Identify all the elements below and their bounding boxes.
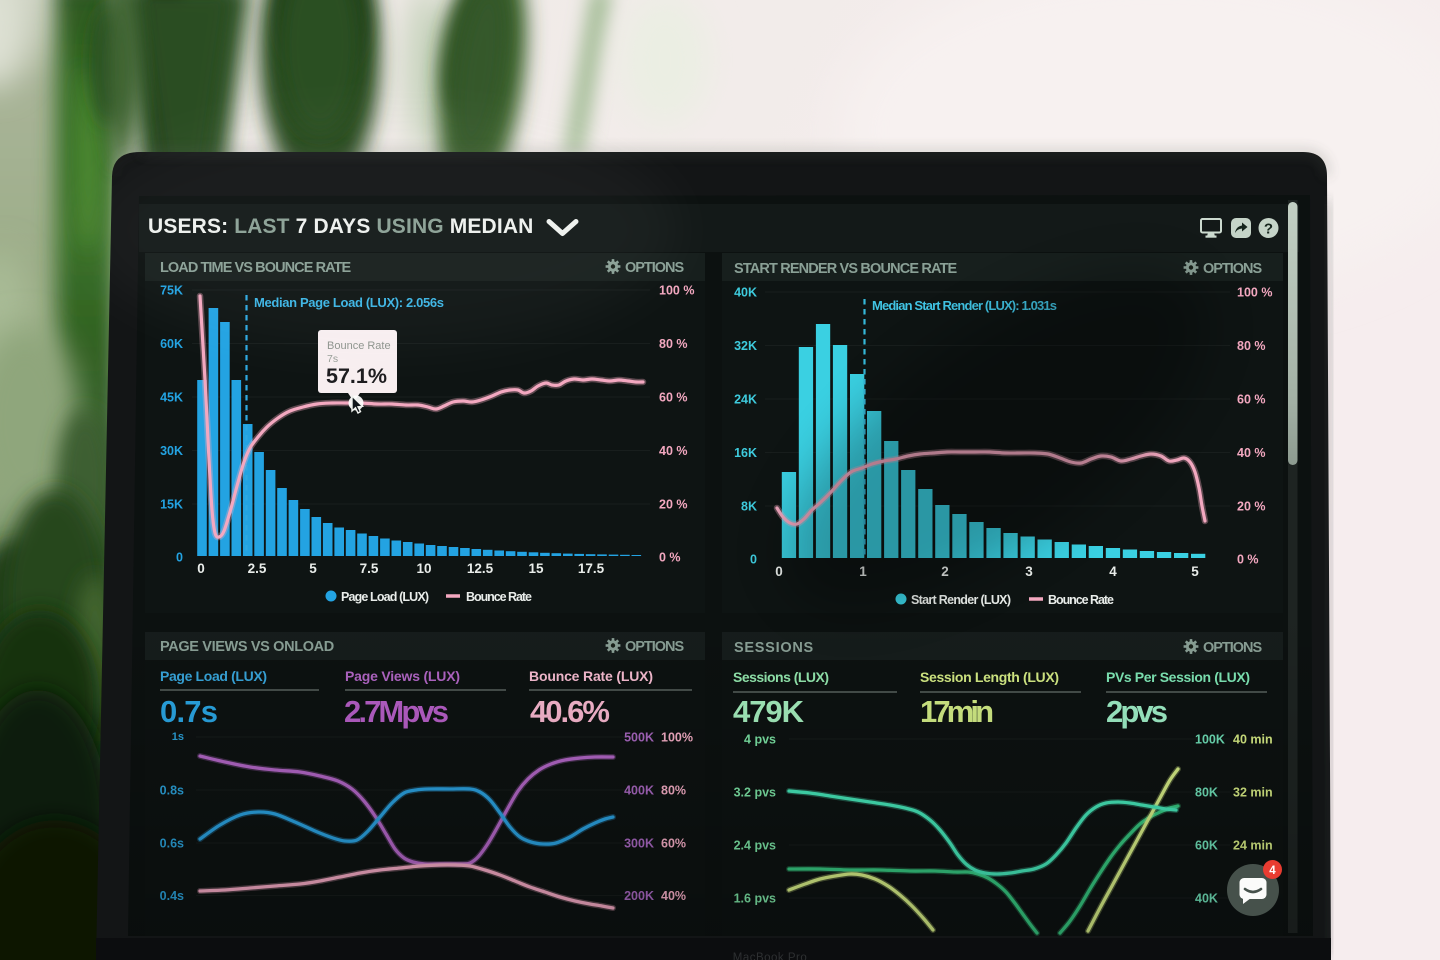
svg-text:4: 4 (1269, 865, 1276, 877)
svg-text:MacBook Pro: MacBook Pro (733, 952, 808, 960)
